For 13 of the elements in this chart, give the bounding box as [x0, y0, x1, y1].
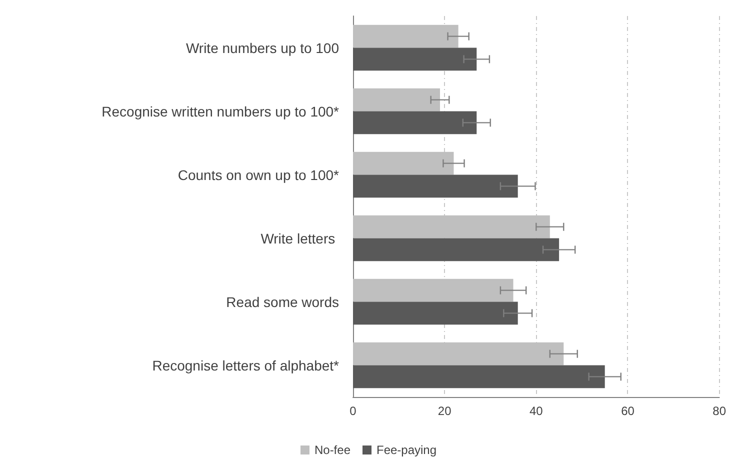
- y-tick-label: Read some words: [226, 294, 339, 310]
- y-tick-label: Counts on own up to 100*: [178, 166, 340, 183]
- x-tick-label: 60: [621, 404, 635, 418]
- y-tick-label: Write letters: [260, 230, 339, 246]
- legend-label: Fee-paying: [376, 443, 437, 457]
- y-tick-label: Recognise written numbers up to 100*: [102, 103, 340, 120]
- legend-label: No-fee: [314, 443, 351, 457]
- x-tick-label: 40: [529, 404, 544, 418]
- x-tick-label: 0: [350, 404, 357, 418]
- y-tick-label: Write numbers up to 100: [186, 40, 340, 56]
- x-tick-label: 80: [712, 404, 726, 418]
- x-tick-label: 20: [438, 404, 452, 418]
- y-tick-label: Recognise letters of alphabet*: [152, 357, 340, 374]
